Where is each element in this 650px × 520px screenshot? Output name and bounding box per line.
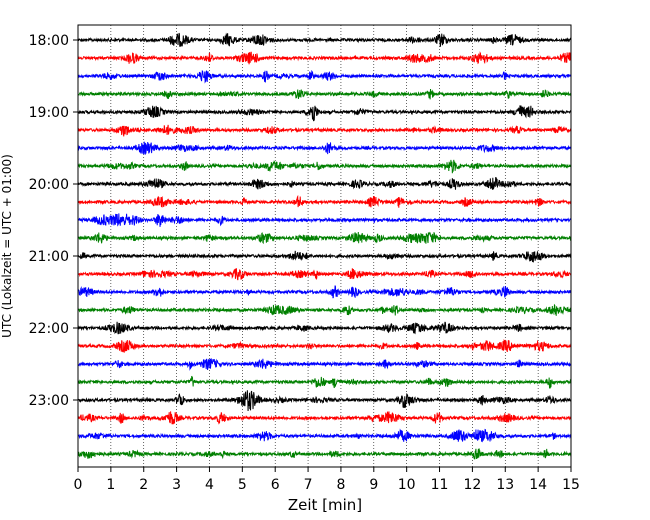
x-tick-label: 15	[562, 477, 580, 493]
trace-1900	[77, 105, 572, 122]
trace-1915	[77, 124, 572, 137]
x-tick-label: 6	[271, 477, 280, 493]
x-tick-label: 3	[172, 477, 181, 493]
x-tick-label: 2	[139, 477, 148, 493]
x-tick-label: 10	[398, 477, 416, 493]
trace-2015	[77, 194, 572, 208]
trace-2100	[77, 250, 572, 263]
x-tick-label: 9	[369, 477, 378, 493]
trace-2345	[77, 448, 572, 460]
trace-1830	[77, 69, 572, 84]
x-tick-label: 11	[431, 477, 449, 493]
trace-2230	[77, 358, 572, 371]
x-tick-label: 5	[238, 477, 247, 493]
y-axis: 18:00 19:00 20:00 21:00 22:00 23:00	[29, 33, 78, 409]
x-axis-title: Zeit [min]	[288, 496, 362, 514]
y-tick-label: 18:00	[29, 33, 69, 49]
trace-1845	[77, 89, 572, 100]
trace-1815	[77, 51, 572, 65]
x-tick-label: 12	[463, 477, 481, 493]
x-tick-label: 4	[205, 477, 214, 493]
x-axis: 0 1 2 3 4 5 6 7 8 9 10 11 12 13 14 15	[74, 467, 580, 493]
x-tick-label: 0	[74, 477, 83, 493]
trace-2000	[77, 177, 572, 190]
trace-1930	[77, 141, 572, 155]
plot-frame	[77, 24, 572, 468]
x-tick-label: 7	[304, 477, 313, 493]
trace-2315	[77, 411, 572, 425]
trace-2045	[77, 231, 572, 245]
y-tick-label: 22:00	[29, 321, 69, 337]
trace-2245	[77, 375, 572, 389]
trace-1800	[77, 32, 572, 47]
trace-2130	[77, 285, 572, 299]
trace-2300	[77, 390, 572, 412]
traces	[77, 32, 572, 460]
x-tick-label: 14	[529, 477, 547, 493]
trace-2200	[77, 321, 572, 335]
y-tick-label: 20:00	[29, 177, 69, 193]
x-tick-label: 1	[106, 477, 115, 493]
trace-1945	[77, 159, 572, 174]
trace-2030	[77, 213, 572, 227]
trace-2115	[77, 268, 572, 281]
trace-2215	[77, 338, 572, 353]
y-tick-label: 21:00	[29, 249, 69, 265]
trace-2330	[77, 428, 572, 443]
x-tick-label: 8	[336, 477, 345, 493]
y-axis-title: UTC (Lokalzeit = UTC + 01:00)	[0, 154, 14, 338]
y-tick-label: 19:00	[29, 105, 69, 121]
x-tick-label: 13	[496, 477, 514, 493]
y-tick-label: 23:00	[29, 393, 69, 409]
trace-2145	[77, 303, 572, 316]
